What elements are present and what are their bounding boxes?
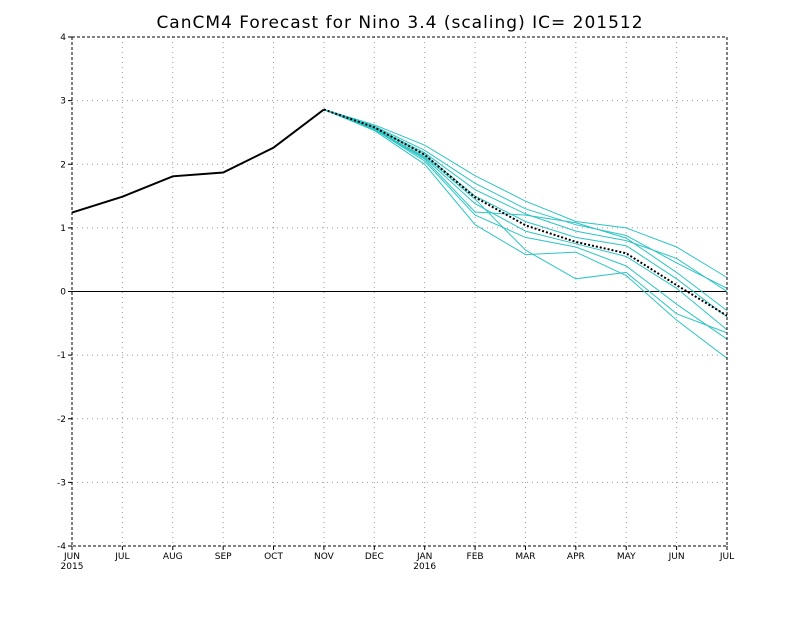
x-year-label: 2016: [413, 562, 436, 572]
y-tick-label: 3: [60, 97, 66, 107]
ensemble-member-line-9: [323, 109, 728, 311]
chart-title: CanCM4 Forecast for Nino 3.4 (scaling) I…: [156, 13, 643, 33]
plot-frame: [71, 36, 728, 547]
axis-layer: -4 -3 -2 -1 0 1 2 3 4 JUN JUL AUG SEP OCT NOV DEC JAN FEB…: [57, 33, 734, 572]
x-tick-label: MAY: [617, 552, 636, 562]
y-tick-label: -2: [57, 415, 66, 425]
ensemble-member-line-8: [323, 109, 728, 359]
x-tick-label: JUN: [668, 552, 685, 562]
ensemble-mean-line: [323, 108, 728, 317]
x-tick-label: JUL: [719, 552, 734, 562]
x-tick-label: OCT: [264, 552, 283, 562]
grid-layer: [72, 37, 727, 546]
x-tick-label: AUG: [163, 552, 183, 562]
x-tick-label: SEP: [215, 552, 232, 562]
x-tick-label: NOV: [314, 552, 335, 562]
ensemble-member-line-1: [323, 109, 728, 278]
y-tick-label: 0: [60, 288, 66, 298]
y-tick-label: 2: [60, 160, 66, 170]
x-tick-label: DEC: [365, 552, 384, 562]
ensemble-member-line-2: [323, 109, 728, 289]
observed-and-mean-layer: [71, 108, 728, 317]
observed-line: [71, 108, 325, 214]
x-tick-label: JUN: [63, 552, 80, 562]
x-tick-label: FEB: [467, 552, 484, 562]
y-tick-label: 1: [60, 224, 66, 234]
x-tick-label: JAN: [416, 552, 432, 562]
y-tick-label: -3: [57, 478, 66, 488]
x-tick-label: MAR: [515, 552, 535, 562]
ensemble-member-line-4: [323, 109, 728, 318]
x-tick-label: JUL: [114, 552, 129, 562]
x-tick-label: APR: [567, 552, 585, 562]
x-year-label: 2015: [61, 562, 84, 572]
y-tick-label: -4: [57, 542, 66, 552]
ensemble-member-line-6: [323, 109, 728, 340]
y-tick-label: -1: [57, 351, 66, 361]
ensemble-members-layer: [323, 109, 728, 359]
y-tick-label: 4: [60, 33, 66, 43]
